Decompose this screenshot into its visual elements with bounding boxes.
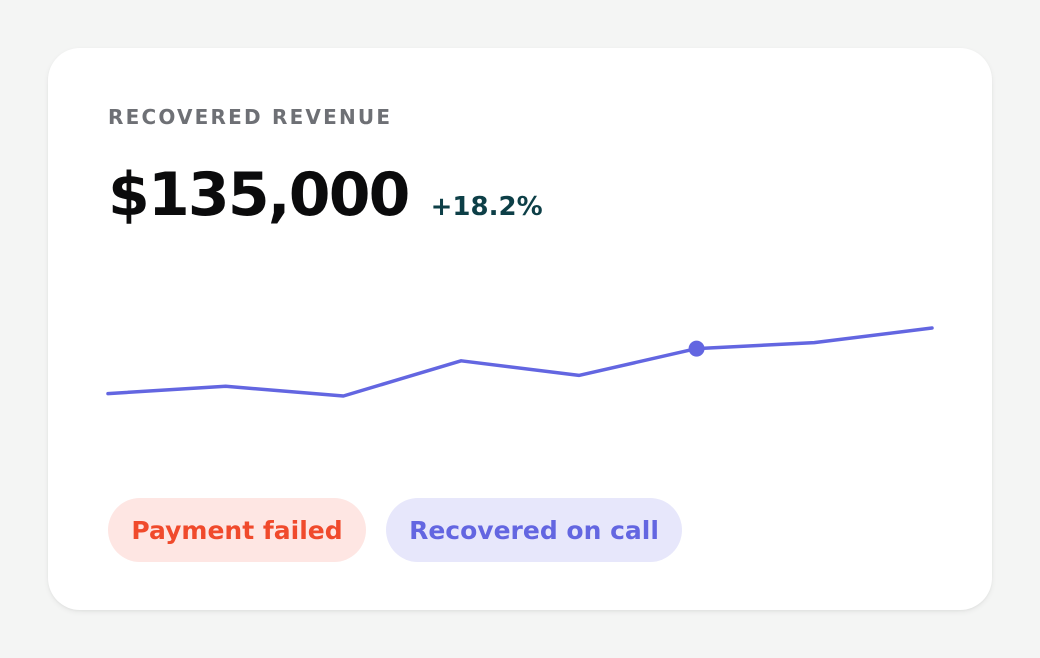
payment-failed-chip[interactable]: Payment failed — [108, 498, 366, 562]
recovered-on-call-chip-label: Recovered on call — [409, 515, 659, 545]
payment-failed-chip-label: Payment failed — [131, 515, 343, 545]
metric-value: $135,000 — [108, 160, 410, 230]
recovered-revenue-card: RECOVERED REVENUE $135,000 +18.2% Paymen… — [48, 48, 992, 610]
metric-row: $135,000 +18.2% — [108, 160, 543, 230]
highlighted-data-point[interactable] — [688, 340, 705, 357]
metric-change-badge: +18.2% — [430, 192, 543, 222]
card-eyebrow-label: RECOVERED REVENUE — [108, 105, 393, 129]
recovered-on-call-chip[interactable]: Recovered on call — [386, 498, 682, 562]
series-line — [106, 326, 934, 398]
